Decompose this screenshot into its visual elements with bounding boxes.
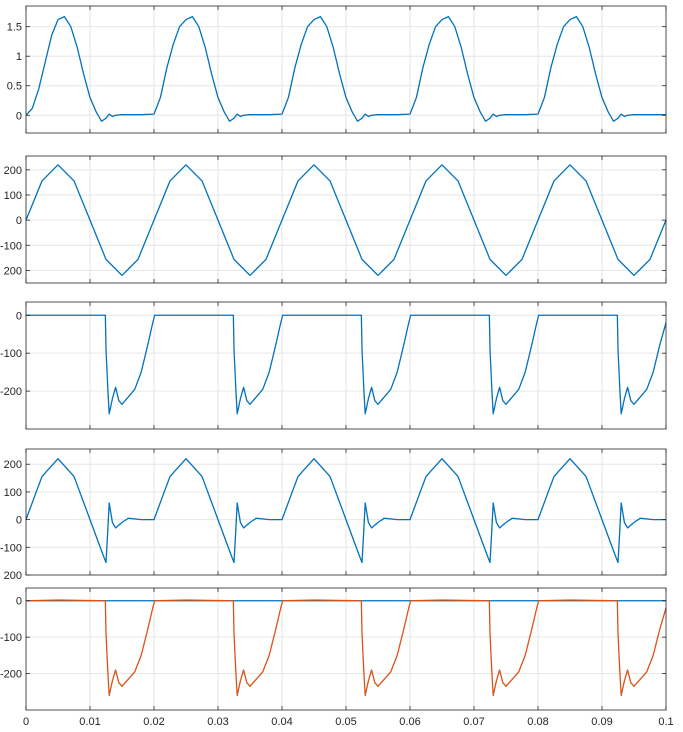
x-tick-label: 0.1: [658, 716, 673, 728]
series-line-1: [26, 314, 667, 415]
x-tick-label: 0.06: [399, 716, 420, 728]
x-tick-label: 0.01: [79, 716, 100, 728]
subplot-1: 0 0.5 1 1.5: [7, 5, 667, 134]
y-tick-label: -200: [0, 386, 22, 398]
y-tick-label: -100: [0, 240, 22, 252]
y-tick-label: -100: [0, 348, 22, 360]
y-tick-label: 0: [16, 215, 22, 227]
series-line-1: [25, 15, 666, 122]
y-tick-label: 200: [4, 165, 22, 177]
x-tick-label: 0.03: [207, 716, 228, 728]
y-tick-label: 0.5: [7, 81, 22, 93]
y-tick-label: 0: [16, 110, 22, 122]
y-tick-label: -100: [0, 632, 22, 644]
y-tick-label: -200: [0, 669, 22, 681]
y-tick-label: 200: [4, 459, 22, 471]
x-tick-label: 0: [23, 716, 29, 728]
subplot-5: 0 -100 -200 0 0.01 0.02 0.03 0.04 0.05 0.06 0.07 0.…: [0, 587, 674, 728]
x-tick-label: 0.08: [527, 716, 548, 728]
series-line-1: [25, 458, 666, 564]
y-tick-label: 100: [4, 487, 22, 499]
y-tick-label: 0: [16, 310, 22, 322]
y-tick-label: 1: [16, 51, 22, 63]
x-tick-label: 0.02: [143, 716, 164, 728]
y-tick-label: 0: [16, 596, 22, 608]
y-tick-label: 200: [4, 265, 22, 277]
subplot-2: 200 100 0 -100 200: [0, 155, 667, 284]
y-tick-label: 200: [4, 570, 22, 582]
x-tick-label: 0.04: [271, 716, 292, 728]
x-tick-label: 0.09: [591, 716, 612, 728]
x-tick-label: 0.05: [335, 716, 356, 728]
y-tick-label: 100: [4, 190, 22, 202]
y-tick-label: 1.5: [7, 22, 22, 34]
y-tick-label: -100: [0, 542, 22, 554]
x-tick-label: 0.07: [463, 716, 484, 728]
subplot-3: 0 -100 -200: [0, 301, 667, 430]
series-line-1: [25, 164, 667, 277]
series-line-2: [25, 599, 667, 697]
subplot-4: 200 100 0 -100 200: [0, 448, 667, 582]
y-tick-label: 0: [16, 515, 22, 527]
